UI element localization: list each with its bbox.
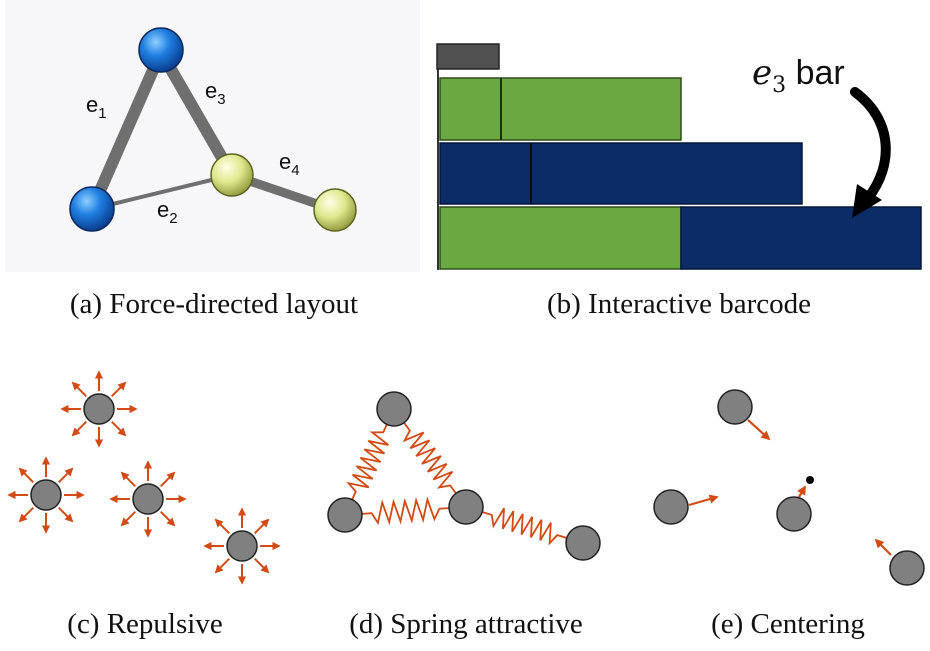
e3-bar-arrow <box>850 87 891 203</box>
node-yellow-right <box>313 188 357 232</box>
panel-c-repulsive <box>7 370 281 585</box>
repulsive-arrow <box>214 558 230 574</box>
centering-arrow-top <box>747 419 771 441</box>
repulsive-arrow <box>214 518 230 534</box>
panel-b-interactive-barcode: e3 bar <box>436 43 922 270</box>
spring-left <box>344 408 395 516</box>
spring-node-right <box>565 525 601 561</box>
barcode-bar-e3-green[interactable] <box>439 206 682 270</box>
repulsive-node-1 <box>83 393 115 425</box>
node-blue-left <box>69 186 115 232</box>
repulsive-node-2 <box>30 479 62 511</box>
node-blue-top <box>138 27 184 73</box>
repulsive-arrow <box>18 467 34 483</box>
edge-e1 <box>86 46 167 215</box>
repulsive-arrow <box>160 511 176 527</box>
node-yellow-center <box>210 153 254 197</box>
center-point <box>806 476 814 484</box>
panel-a-force-directed-layout: e1 e2 e3 e4 <box>5 0 420 272</box>
spring-node-center <box>448 489 484 525</box>
repulsive-arrow <box>160 471 176 487</box>
centering-node-left <box>653 489 689 525</box>
centering-arrow-right <box>874 538 892 556</box>
edge-label-e3: e3 <box>205 78 226 108</box>
edge-label-e1: e1 <box>86 92 107 122</box>
edge-label-e4: e4 <box>279 149 300 179</box>
centering-node-top <box>717 389 753 425</box>
repulsive-arrow <box>111 421 127 437</box>
repulsive-arrow <box>18 507 34 523</box>
barcode-bar-navy[interactable] <box>439 142 803 205</box>
barcode-bar-e3-navy[interactable] <box>680 206 922 270</box>
caption-e: (e) Centering <box>711 608 865 640</box>
spring-node-top <box>376 391 412 427</box>
panel-e-centering <box>653 389 925 586</box>
repulsive-arrow <box>71 421 87 437</box>
repulsive-arrow <box>254 518 270 534</box>
repulsive-node-3 <box>132 483 164 515</box>
spring-right <box>393 408 467 508</box>
centering-node-right <box>889 550 925 586</box>
edge-e2 <box>90 173 234 211</box>
repulsive-arrow <box>254 558 270 574</box>
caption-d: (d) Spring attractive <box>349 608 583 640</box>
centering-node-center <box>776 496 812 532</box>
edge-e3 <box>155 46 238 181</box>
repulsive-arrow <box>58 507 74 523</box>
caption-c: (c) Repulsive <box>67 608 222 640</box>
panel-d-spring-attractive <box>327 391 601 561</box>
repulsive-arrow <box>120 471 136 487</box>
caption-b: (b) Interactive barcode <box>547 288 811 320</box>
spring-bottom <box>344 496 467 526</box>
spring-tail <box>465 506 584 546</box>
e3-bar-arrowhead <box>852 184 882 218</box>
edge-label-e2: e2 <box>157 197 178 227</box>
repulsive-node-4 <box>226 530 258 562</box>
repulsive-arrow <box>71 381 87 397</box>
repulsive-arrow <box>111 381 127 397</box>
barcode-bar-green-1[interactable] <box>439 77 682 141</box>
centering-arrow-left <box>688 494 719 507</box>
caption-a: (a) Force-directed layout <box>70 288 358 320</box>
spring-node-left <box>327 497 363 533</box>
centering-arrow-center <box>797 485 806 498</box>
repulsive-arrow <box>120 511 136 527</box>
repulsive-arrow <box>58 467 74 483</box>
barcode-bar-gray[interactable] <box>436 43 500 70</box>
e3-bar-label: e3 bar <box>752 53 845 98</box>
